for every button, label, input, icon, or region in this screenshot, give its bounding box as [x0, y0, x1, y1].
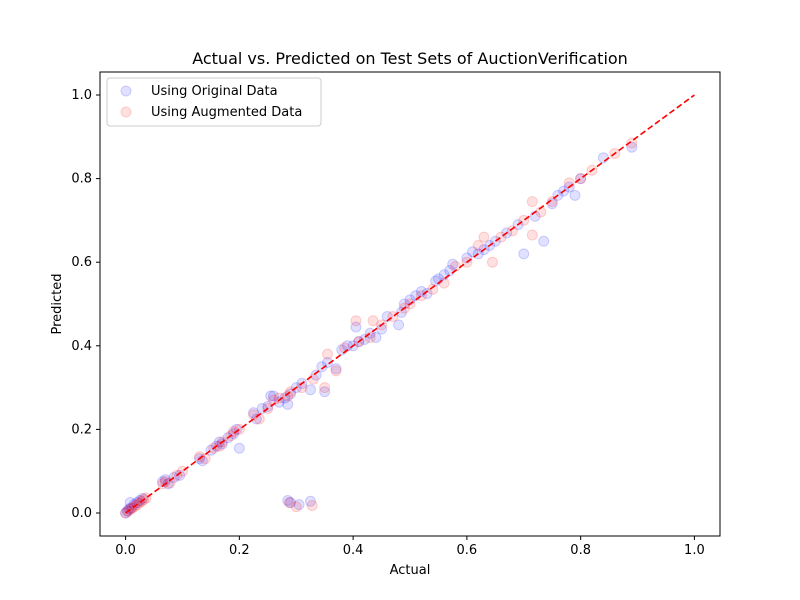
data-point [364, 331, 376, 343]
data-point [194, 451, 206, 463]
plot-frame [99, 71, 721, 537]
data-point [367, 315, 379, 327]
data-point [231, 423, 243, 435]
data-point [304, 495, 316, 507]
data-point [228, 425, 240, 437]
data-point [310, 369, 322, 381]
x-tick-label: 0.2 [229, 543, 250, 558]
data-point [306, 499, 318, 511]
data-point [285, 497, 297, 509]
x-tick-label: 0.0 [115, 543, 136, 558]
data-point [134, 494, 146, 506]
data-point [330, 363, 342, 375]
data-point [199, 453, 211, 465]
data-point [157, 478, 169, 490]
data-point [597, 152, 609, 164]
data-point [526, 229, 538, 241]
data-point [159, 476, 171, 488]
data-point [131, 497, 143, 509]
data-point [626, 141, 638, 153]
y-tick-label: 0.8 [71, 172, 92, 187]
data-point [322, 348, 334, 360]
data-point [447, 258, 459, 270]
y-tick-label: 0.6 [71, 255, 92, 270]
data-point [285, 388, 297, 400]
data-point [265, 390, 277, 402]
data-point [569, 189, 581, 201]
x-tick-label: 0.4 [343, 543, 364, 558]
data-point [486, 256, 498, 268]
data-point [162, 478, 174, 490]
x-tick-label: 1.0 [684, 543, 705, 558]
data-point [316, 361, 328, 373]
legend-box [106, 77, 322, 127]
data-point [421, 288, 433, 300]
data-point [526, 196, 538, 208]
data-point [319, 386, 331, 398]
data-point [518, 248, 530, 260]
data-point [279, 392, 291, 404]
data-point [350, 315, 362, 327]
data-point [283, 497, 295, 509]
data-point [427, 283, 439, 295]
data-point [467, 246, 479, 258]
data-point [358, 334, 370, 346]
data-point [319, 382, 331, 394]
y-tick-label: 1.0 [71, 88, 92, 103]
data-point [546, 196, 558, 208]
data-point [250, 413, 262, 425]
y-tick-label: 0.2 [71, 422, 92, 437]
reference-line [125, 94, 695, 514]
data-point [393, 319, 405, 331]
data-point [174, 469, 186, 481]
data-point [472, 239, 484, 251]
legend: Using Original Data Using Augmented Data [106, 77, 322, 127]
data-point [267, 390, 279, 402]
data-point [293, 499, 305, 511]
data-point [282, 398, 294, 410]
data-point [213, 436, 225, 448]
data-point [506, 225, 518, 237]
data-point [322, 357, 334, 369]
data-point [350, 321, 362, 333]
data-point [282, 390, 294, 402]
y-tick-label: 0.4 [71, 339, 92, 354]
data-point [438, 277, 450, 289]
legend-label-augmented: Using Augmented Data [151, 105, 302, 120]
chart-title: Actual vs. Predicted on Test Sets of Auc… [192, 49, 628, 68]
data-point [164, 477, 176, 489]
data-point [123, 503, 135, 515]
data-point [304, 384, 316, 396]
data-point [478, 231, 490, 243]
data-point [233, 442, 245, 454]
legend-marker-augmented [120, 106, 132, 118]
data-point [330, 365, 342, 377]
data-point [282, 494, 294, 506]
data-point [395, 306, 407, 318]
data-point [262, 400, 274, 412]
data-point [538, 235, 550, 247]
data-point [216, 438, 228, 450]
legend-label-original: Using Original Data [151, 84, 278, 99]
data-point [626, 137, 638, 149]
x-tick-label: 0.8 [570, 543, 591, 558]
data-point [213, 440, 225, 452]
data-point [124, 497, 136, 509]
y-tick-label: 0.0 [71, 506, 92, 521]
data-point [290, 501, 302, 513]
data-point [370, 331, 382, 343]
data-point [273, 392, 285, 404]
x-axis-label: Actual [390, 563, 431, 578]
y-axis-label: Predicted [50, 273, 65, 334]
data-point [307, 373, 319, 385]
legend-marker-original [120, 85, 132, 97]
x-tick-label: 0.6 [457, 543, 478, 558]
data-point [273, 396, 285, 408]
data-point [248, 407, 260, 419]
data-point [137, 492, 149, 504]
data-point [128, 499, 140, 511]
